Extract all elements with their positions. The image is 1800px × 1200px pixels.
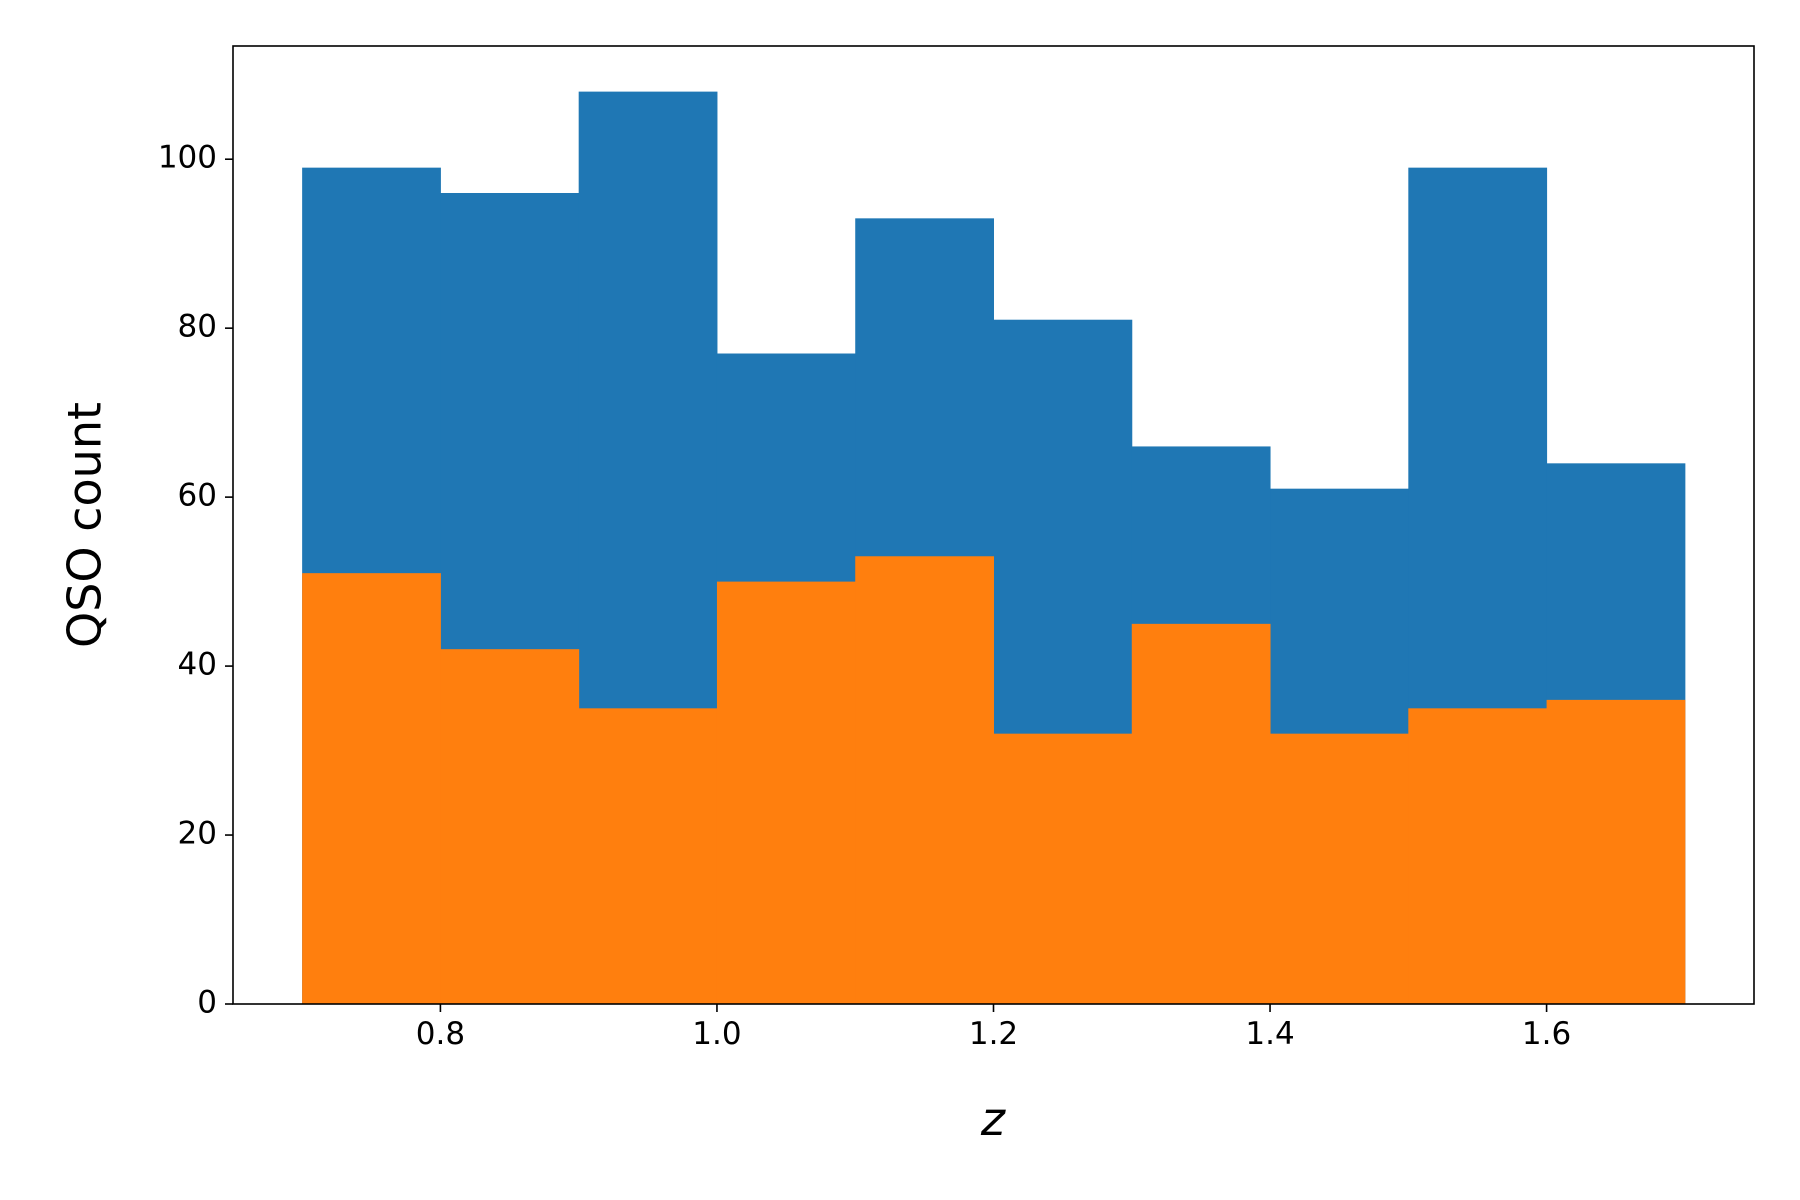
x-tick-label: 1.0 [692, 1016, 741, 1052]
x-tick-label: 1.6 [1522, 1016, 1571, 1052]
histogram-bar [302, 573, 441, 1004]
y-axis-label: QSO count [58, 402, 112, 648]
histogram-bar [1408, 708, 1548, 1004]
x-tick-label: 0.8 [416, 1016, 465, 1052]
histogram-bar [1131, 623, 1271, 1004]
y-tick-label: 80 [178, 309, 217, 345]
histogram-bar [993, 733, 1133, 1004]
x-tick-label: 1.2 [969, 1016, 1018, 1052]
histogram-bar [1546, 699, 1686, 1004]
y-tick-label: 60 [178, 478, 217, 514]
y-tick-label: 0 [197, 985, 217, 1021]
x-axis-label: z [980, 1092, 1006, 1146]
histogram-bar [1270, 733, 1409, 1004]
histogram-bar [440, 649, 580, 1004]
histogram-bar [855, 556, 994, 1004]
histogram-bar [578, 708, 718, 1004]
y-tick-label: 20 [178, 816, 217, 852]
x-tick-label: 1.4 [1245, 1016, 1294, 1052]
y-tick-label: 40 [178, 647, 217, 683]
histogram-bar [716, 581, 856, 1004]
y-tick-label: 100 [158, 140, 217, 176]
